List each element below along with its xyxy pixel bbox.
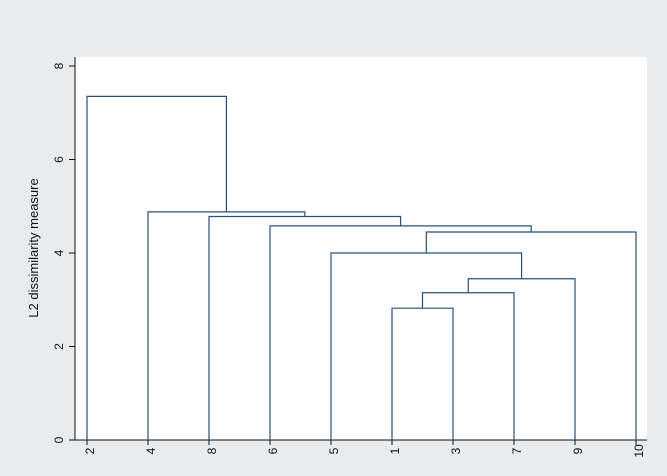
leaf-label-2: 2 (83, 447, 97, 454)
y-tick-label: 6 (52, 156, 66, 163)
y-tick-label: 0 (52, 436, 66, 443)
leaf-label-10: 10 (632, 444, 646, 458)
leaf-label-3: 3 (449, 447, 463, 454)
dendrogram-links (86, 95, 637, 440)
y-tick-label: 2 (52, 343, 66, 350)
leaf-label-4: 4 (144, 447, 158, 454)
leaf-label-9: 9 (571, 447, 585, 454)
leaf-label-5: 5 (327, 447, 341, 454)
leaf-label-6: 6 (266, 447, 280, 454)
leaf-label-7: 7 (510, 447, 524, 454)
y-tick-label: 8 (52, 62, 66, 69)
y-axis-ticks: 0 2 4 6 8 (52, 62, 75, 443)
merge-link-9 (86, 95, 227, 440)
x-axis-leaf-labels: 2 4 8 6 5 1 3 7 9 10 (83, 440, 646, 458)
leaf-label-8: 8 (205, 447, 219, 454)
y-tick-label: 4 (52, 249, 66, 256)
plot-area (75, 57, 647, 440)
leaf-label-1: 1 (388, 447, 402, 454)
y-axis-title: L2 dissimilarity measure (26, 178, 41, 317)
